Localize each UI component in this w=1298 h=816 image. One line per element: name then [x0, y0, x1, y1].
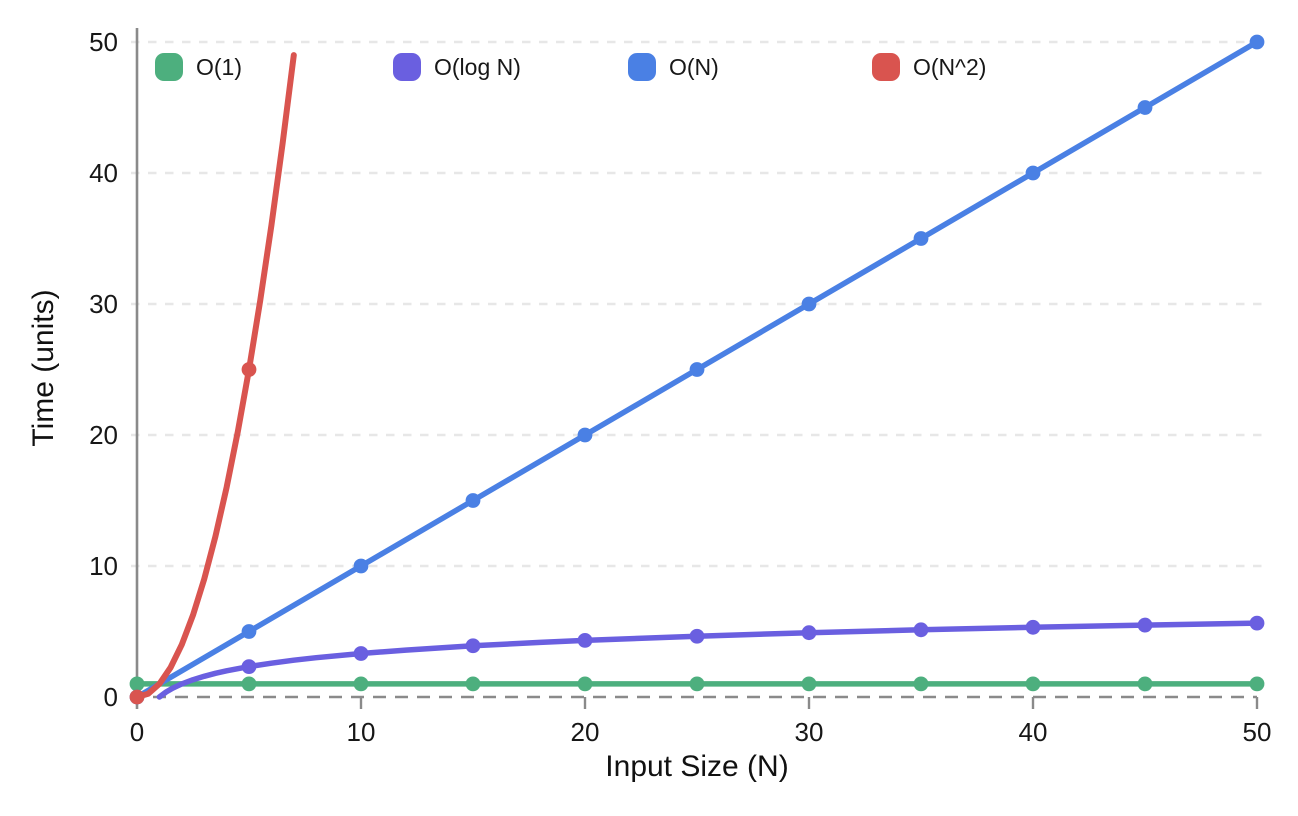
- y-tick-label-0: 0: [104, 682, 118, 712]
- series-line-o-n-2: [134, 52, 297, 700]
- data-point-o-n-2: [241, 362, 257, 377]
- data-point-o-1: [1137, 676, 1153, 692]
- y-tick-label-10: 10: [89, 551, 118, 581]
- data-point-o-log-n: [465, 638, 481, 654]
- data-point-o-log-n: [353, 646, 369, 661]
- legend-label: O(N): [669, 53, 719, 80]
- legend-label: O(log N): [434, 53, 521, 80]
- series-line-o-log-n: [156, 620, 1260, 700]
- x-axis-title: Input Size (N): [605, 750, 789, 783]
- data-point-o-1: [577, 676, 593, 692]
- legend-label: O(1): [196, 53, 242, 80]
- data-point-o-1: [1249, 676, 1265, 692]
- data-point-o-n: [465, 493, 481, 508]
- data-point-o-log-n: [577, 633, 593, 648]
- data-point-o-log-n: [801, 625, 817, 641]
- data-point-o-1: [353, 676, 369, 692]
- data-point-o-log-n: [913, 622, 929, 638]
- x-tick-label-20: 20: [571, 717, 600, 747]
- data-point-o-1: [129, 676, 145, 692]
- data-point-o-1: [465, 676, 481, 692]
- legend-item-o-log-n: O(log N): [393, 52, 521, 82]
- data-point-o-n: [241, 624, 257, 639]
- data-point-o-log-n: [689, 628, 705, 644]
- legend-item-o-n: O(N): [628, 52, 719, 82]
- data-point-o-n: [913, 231, 929, 246]
- legend-swatch-icon: [155, 53, 183, 81]
- legend-item-o-1: O(1): [155, 52, 242, 82]
- legend-item-o-n-2: O(N^2): [872, 52, 986, 82]
- legend-swatch-icon: [628, 53, 656, 81]
- chart-legend: O(1) O(log N) O(N) O(N^2): [0, 52, 1298, 86]
- data-point-o-n: [577, 427, 593, 443]
- data-point-o-n: [801, 296, 817, 312]
- x-tick-label-0: 0: [130, 717, 144, 747]
- x-tick-label-40: 40: [1019, 717, 1048, 747]
- data-point-o-n: [1025, 165, 1041, 181]
- x-tick-label-30: 30: [795, 717, 824, 747]
- data-point-o-log-n: [241, 659, 257, 675]
- data-point-o-log-n: [1137, 617, 1153, 633]
- data-point-o-n: [1249, 34, 1265, 50]
- y-axis-title: Time (units): [27, 289, 60, 447]
- y-tick-label-20: 20: [89, 420, 118, 450]
- data-point-o-log-n: [1025, 619, 1041, 635]
- data-point-o-n: [1137, 100, 1153, 115]
- data-point-o-1: [1025, 676, 1041, 692]
- data-point-o-1: [913, 676, 929, 692]
- data-point-o-n: [353, 558, 369, 574]
- x-tick-label-10: 10: [347, 717, 376, 747]
- legend-swatch-icon: [393, 53, 421, 81]
- y-tick-label-30: 30: [89, 289, 118, 319]
- data-point-o-log-n: [1249, 615, 1265, 631]
- data-point-o-1: [801, 676, 817, 692]
- legend-label: O(N^2): [913, 53, 987, 80]
- data-point-o-n: [689, 362, 705, 377]
- data-point-o-n-2: [129, 689, 145, 705]
- legend-swatch-icon: [872, 53, 900, 81]
- y-tick-label-50: 50: [89, 27, 118, 57]
- data-point-o-1: [689, 676, 705, 692]
- x-tick-label-50: 50: [1243, 717, 1272, 747]
- data-point-o-1: [241, 676, 257, 692]
- y-tick-label-40: 40: [89, 158, 118, 188]
